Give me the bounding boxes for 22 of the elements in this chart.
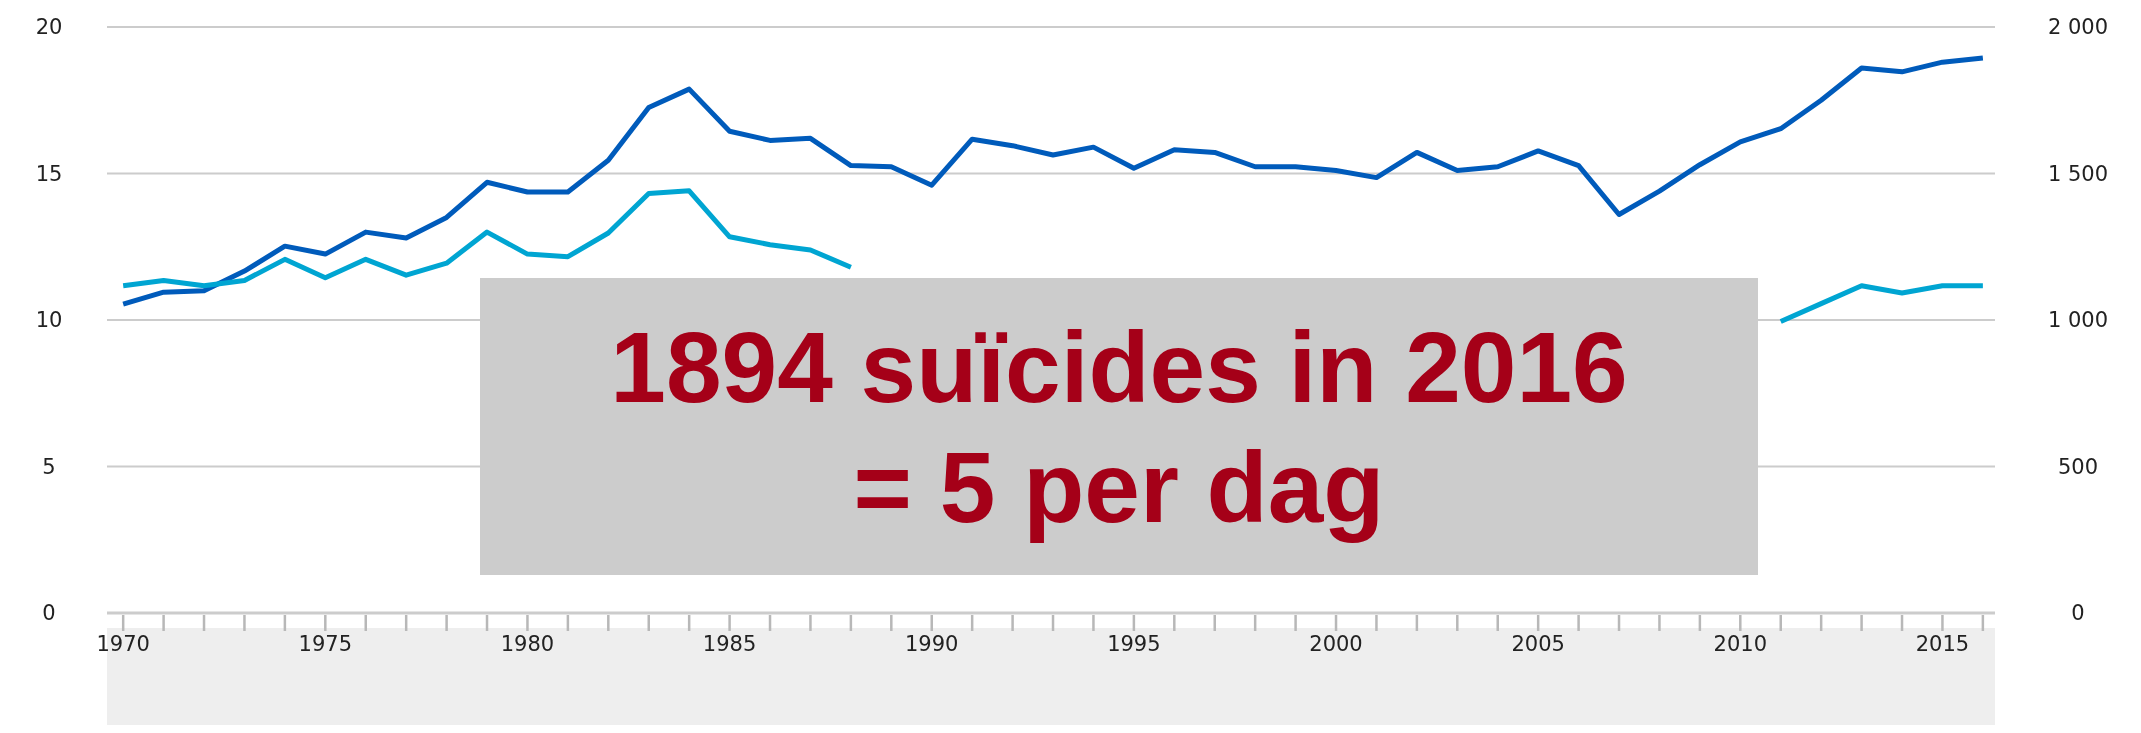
annotation: 1894 suïcides in 2016 xyxy=(610,309,1628,425)
y-tick-label: 5 xyxy=(42,454,56,479)
x-tick-label: 1980 xyxy=(500,632,555,656)
x-tick-label: 1975 xyxy=(298,632,353,656)
x-tick-label: 2015 xyxy=(1915,632,1970,656)
x-tick-label: 1995 xyxy=(1107,632,1161,656)
x-tick-label: 1985 xyxy=(702,632,757,656)
y2-tick-label: 2 000 xyxy=(2047,15,2109,40)
x-tick-label: 2010 xyxy=(1713,632,1768,656)
y2-tick-label: 1 500 xyxy=(2047,161,2109,186)
x-tick-label: 1970 xyxy=(96,632,150,656)
y2-tick-label: 0 xyxy=(2071,601,2085,626)
x-tick-label: 2000 xyxy=(1309,632,1363,656)
x-tick-label: 1990 xyxy=(905,632,959,656)
y2-tick-label: 1 000 xyxy=(2047,308,2109,333)
y-tick-label: 20 xyxy=(35,15,63,40)
y-tick-label: 15 xyxy=(35,161,63,186)
annotation: = 5 per dag xyxy=(853,429,1385,545)
y-tick-label: 10 xyxy=(35,308,63,333)
x-tick-label: 2005 xyxy=(1511,632,1565,656)
y-tick-label: 0 xyxy=(42,601,56,626)
y2-tick-label: 500 xyxy=(2057,454,2099,479)
